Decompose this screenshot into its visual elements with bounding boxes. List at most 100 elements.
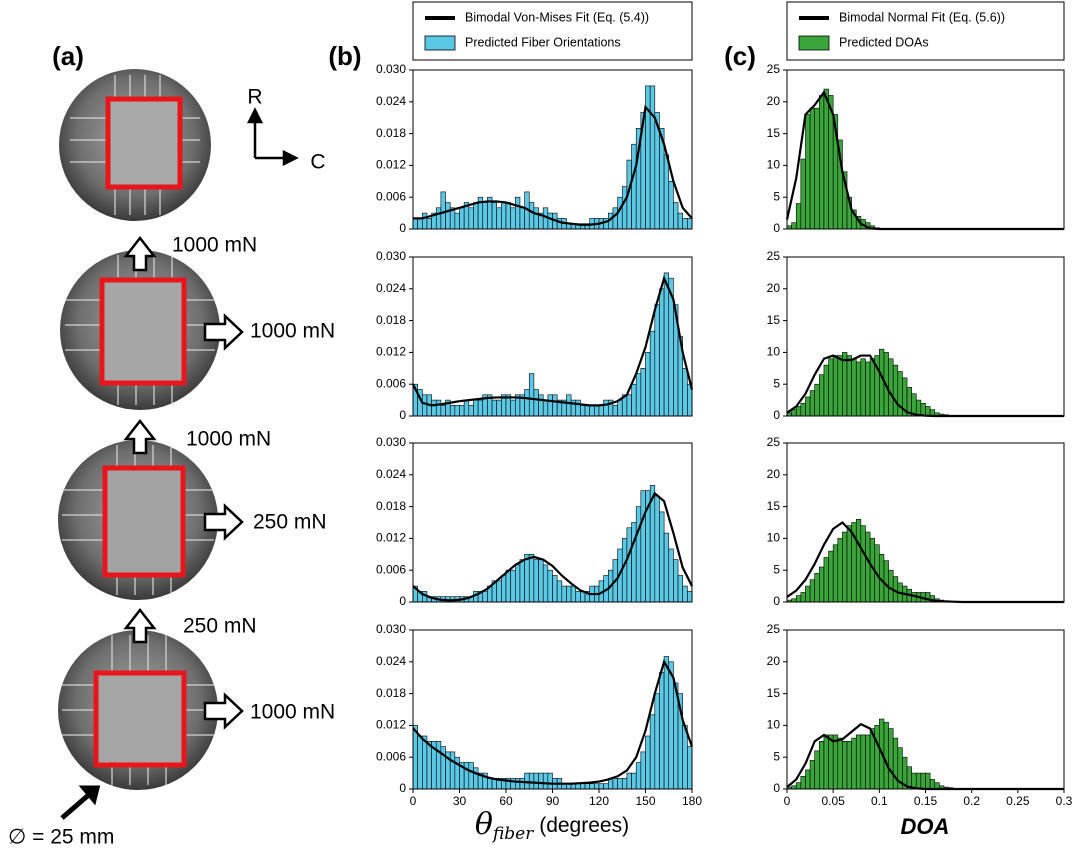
histogram-bar — [524, 389, 530, 417]
histogram-bar — [663, 532, 670, 603]
histogram-bar — [496, 580, 502, 603]
fit-line — [412, 491, 693, 602]
histogram-bar — [435, 399, 442, 417]
histogram-bar — [491, 202, 497, 230]
orientation-axes — [246, 107, 299, 167]
fit-line — [413, 104, 693, 226]
legend-label: Predicted Fiber Orientations — [465, 35, 621, 49]
histogram-bar — [659, 511, 665, 603]
histogram-bar — [528, 373, 535, 417]
histogram-bar — [482, 202, 488, 230]
x-tick-label: 0.3 — [1056, 794, 1073, 808]
y-tick-label: 15 — [767, 686, 781, 700]
histogram-bar — [668, 661, 674, 790]
legend: Bimodal Von-Mises Fit (Eq. (5.4)) Predict… — [412, 1, 693, 61]
histogram-bar — [809, 760, 815, 790]
histogram-bar — [649, 85, 656, 230]
y-tick-label: 0.018 — [376, 313, 406, 327]
y-tick-label: 0 — [773, 781, 780, 795]
histogram-bar — [547, 569, 553, 603]
histogram-bar — [631, 772, 637, 790]
histogram-bar — [463, 399, 470, 417]
y-tick-label: 0.030 — [376, 435, 406, 449]
plot-frame — [412, 629, 693, 790]
legend-box — [412, 1, 693, 61]
y-tick-label: 0.012 — [376, 345, 406, 359]
y-tick-label: 0.006 — [376, 376, 406, 390]
histogram-bar — [473, 399, 479, 417]
histogram-bar — [897, 371, 903, 417]
y-tick-label: 0 — [399, 408, 406, 422]
histogram-bar — [612, 405, 618, 417]
x-axis-symbol: θ — [475, 807, 493, 842]
histogram-bar — [454, 212, 460, 230]
y-tick-label: 10 — [767, 531, 781, 545]
histogram-bar — [519, 559, 525, 603]
histogram-bar — [514, 778, 521, 790]
histogram-bar — [435, 740, 442, 790]
y-tick-label: 0.024 — [376, 467, 406, 481]
y-tick-label: 0 — [399, 221, 406, 235]
y-tick-label: 0.006 — [376, 562, 406, 576]
histogram-bar — [603, 218, 609, 230]
orientation-label: C — [310, 151, 325, 174]
chart: 0 0.006 0.012 0.018 0.024 0.030 — [376, 62, 693, 235]
histogram-bar — [925, 772, 931, 790]
y-tick-label: 10 — [767, 718, 781, 732]
histogram-bar — [612, 778, 618, 790]
histogram-bar — [468, 207, 474, 230]
histogram-bar — [538, 772, 544, 790]
histogram-bar — [888, 358, 894, 417]
histogram-bar — [473, 202, 479, 230]
chart: 0 5 10 15 20 25 — [767, 249, 1065, 422]
histogram-bar — [431, 399, 437, 417]
legend-label: Bimodal Normal Fit (Eq. (5.6)) — [839, 10, 1005, 24]
histogram-bar — [814, 107, 820, 230]
histogram-bar — [412, 725, 418, 790]
histogram-bar — [888, 728, 894, 790]
chart: 0 0.006 0.012 0.018 0.024 0.030 0 30 60 90 120 150 1… — [376, 622, 702, 808]
chart: 0 5 10 15 20 25 — [767, 435, 1065, 608]
legend-box — [786, 1, 1065, 61]
histogram-bar — [528, 772, 535, 790]
x-tick-label: 150 — [635, 794, 655, 808]
histogram-bar — [663, 272, 670, 417]
histogram-bar — [869, 358, 876, 417]
histogram-bar — [426, 218, 432, 230]
histogram-bar — [505, 569, 511, 603]
histogram-bar — [547, 212, 553, 230]
histogram-bar — [925, 406, 931, 417]
histogram-bar — [603, 783, 609, 790]
histogram-bar — [533, 207, 539, 230]
histogram-bar — [791, 222, 797, 230]
y-tick-label: 0 — [773, 594, 780, 608]
histogram-bar — [819, 95, 825, 230]
y-tick-label: 0.024 — [376, 281, 406, 295]
histogram-bar — [566, 394, 572, 417]
histogram-bar — [635, 373, 642, 417]
histogram-bar — [649, 714, 656, 790]
histogram-bar — [865, 734, 871, 790]
histogram-bar — [828, 550, 834, 603]
histogram-bar — [556, 580, 563, 603]
histogram-bar — [580, 405, 586, 417]
histogram-bar — [855, 734, 862, 790]
y-tick-label: 10 — [767, 345, 781, 359]
histogram-bar — [556, 218, 563, 230]
histogram-bar — [888, 569, 894, 603]
histogram-bar — [682, 367, 688, 417]
y-tick-label: 5 — [773, 749, 780, 763]
histogram-bar — [635, 506, 642, 603]
photo — [60, 250, 220, 410]
histogram-bar — [570, 585, 577, 603]
plot-frame — [786, 442, 1065, 603]
histogram-bar — [533, 559, 539, 603]
plot-frame — [412, 69, 693, 230]
histogram-bar — [682, 585, 688, 603]
fit-line — [412, 659, 694, 785]
histogram-bar — [538, 559, 544, 603]
histogram-bar — [561, 585, 567, 603]
y-tick-label: 0 — [773, 221, 780, 235]
histogram-bar — [832, 734, 839, 790]
histogram-bar — [677, 212, 683, 230]
